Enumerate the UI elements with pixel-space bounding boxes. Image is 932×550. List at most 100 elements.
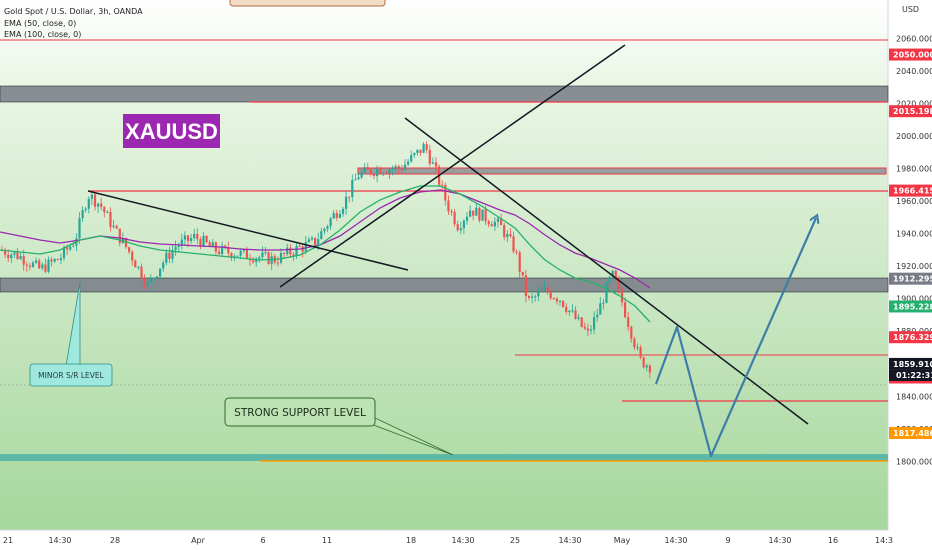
ema50-line[interactable]: [0, 185, 651, 323]
candle-198: [614, 269, 617, 282]
candle-19: [59, 253, 62, 265]
candle-86: [267, 250, 270, 265]
price-label-text-3: 1912.295: [893, 275, 932, 284]
price-label-7[interactable]: 1859.910 01:22:31: [889, 357, 932, 381]
candle-45: [140, 263, 143, 282]
candle-33: [103, 206, 106, 218]
price-tick-13: 1800.000: [896, 457, 932, 466]
trendline-ascending[interactable]: [279, 44, 626, 288]
time-tick-3: Apr: [191, 536, 206, 545]
candle-131: [407, 158, 410, 167]
price-label-2[interactable]: 1966.415: [889, 184, 932, 197]
trendline-descending-1[interactable]: [87, 190, 409, 271]
candle-32: [100, 197, 103, 211]
candle-5: [16, 248, 19, 261]
candle-153: [475, 203, 478, 216]
candle-121: [376, 165, 379, 183]
candle-65: [202, 231, 205, 248]
price-tick-3: 2000.000: [896, 132, 932, 141]
candle-57: [177, 242, 180, 252]
candle-194: [602, 298, 605, 310]
candle-62: [193, 228, 196, 242]
candle-100: [310, 235, 314, 242]
candle-196: [608, 275, 611, 288]
candle-120: [372, 172, 376, 180]
candle-13: [41, 262, 44, 271]
candle-142: [441, 180, 444, 191]
zone-1978[interactable]: [357, 167, 887, 175]
candle-159: [493, 217, 496, 231]
candle-106: [329, 217, 332, 231]
candle-154: [478, 206, 481, 223]
candle-90: [279, 248, 283, 265]
projection-path[interactable]: [654, 218, 816, 458]
candle-169: [524, 269, 527, 303]
candle-166: [515, 249, 518, 255]
zone-2015[interactable]: [0, 85, 889, 103]
candle-104: [323, 227, 326, 235]
candle-110: [341, 206, 345, 217]
trendline-descending-2[interactable]: [404, 117, 809, 425]
price-label-1[interactable]: 2015.198: [889, 105, 932, 118]
ema100-legend[interactable]: EMA (100, close, 0): [4, 30, 81, 39]
candle-189: [586, 324, 589, 337]
title-annotation[interactable]: XAUUSD: [123, 114, 220, 148]
candle-105: [326, 224, 329, 233]
candle-173: [537, 286, 540, 302]
candle-144: [447, 195, 450, 216]
candle-109: [338, 209, 341, 219]
candle-108: [335, 209, 338, 221]
candle-178: [552, 297, 555, 300]
candle-64: [199, 236, 202, 250]
candle-4: [13, 252, 16, 258]
ema100-line[interactable]: [0, 189, 651, 289]
candle-36: [112, 220, 115, 229]
time-tick-14: 16: [828, 536, 838, 545]
candle-53: [165, 249, 168, 266]
price-label-text-0: 2050.000: [893, 51, 932, 60]
candle-168: [521, 271, 524, 278]
candle-99: [307, 236, 310, 243]
price-label-0[interactable]: 2050.000: [889, 48, 932, 61]
countdown-text: 01:22:31: [896, 371, 932, 380]
price-label-5[interactable]: 1876.329: [889, 331, 932, 344]
candle-147: [456, 220, 459, 232]
zone-strong-support[interactable]: [0, 454, 888, 461]
candle-15: [47, 256, 50, 274]
ema50-legend[interactable]: EMA (50, close, 0): [4, 19, 76, 28]
candle-54: [168, 246, 171, 264]
candle-201: [624, 297, 627, 319]
currency-label: USD: [902, 5, 919, 14]
candle-118: [366, 162, 369, 170]
candle-41: [128, 246, 131, 255]
candle-1: [4, 247, 7, 259]
price-label-8[interactable]: 1817.486: [889, 426, 932, 439]
candle-35: [109, 207, 112, 232]
price-labels: 2050.000 2015.198 1966.415 1912.295 1895.228…: [889, 48, 932, 439]
candle-164: [509, 228, 512, 238]
time-tick-12: 9: [725, 536, 730, 545]
price-label-4[interactable]: 1895.228: [889, 300, 932, 313]
price-tick-4: 1980.000: [896, 164, 932, 173]
candle-204: [633, 336, 636, 351]
candle-84: [261, 246, 264, 260]
trendlines-layer: [87, 44, 809, 425]
candle-150: [465, 211, 469, 225]
candle-184: [571, 304, 574, 314]
candle-37: [115, 224, 118, 229]
candle-42: [131, 249, 134, 266]
minor-sr-text: MINOR S/R LEVEL: [38, 371, 104, 380]
zone-1912[interactable]: [0, 277, 889, 293]
candle-58: [180, 233, 183, 250]
minor-sr-callout[interactable]: MINOR S/R LEVEL: [29, 363, 113, 387]
candle-157: [487, 219, 490, 228]
symbol-title[interactable]: Gold Spot / U.S. Dollar, 3h, OANDA: [4, 7, 143, 16]
strong-support-callout[interactable]: STRONG SUPPORT LEVEL: [224, 397, 376, 427]
candle-192: [596, 308, 599, 322]
candle-83: [258, 255, 261, 263]
candle-89: [276, 256, 279, 267]
candle-182: [565, 303, 568, 315]
candle-43: [134, 259, 137, 268]
price-label-3[interactable]: 1912.295: [889, 272, 932, 285]
